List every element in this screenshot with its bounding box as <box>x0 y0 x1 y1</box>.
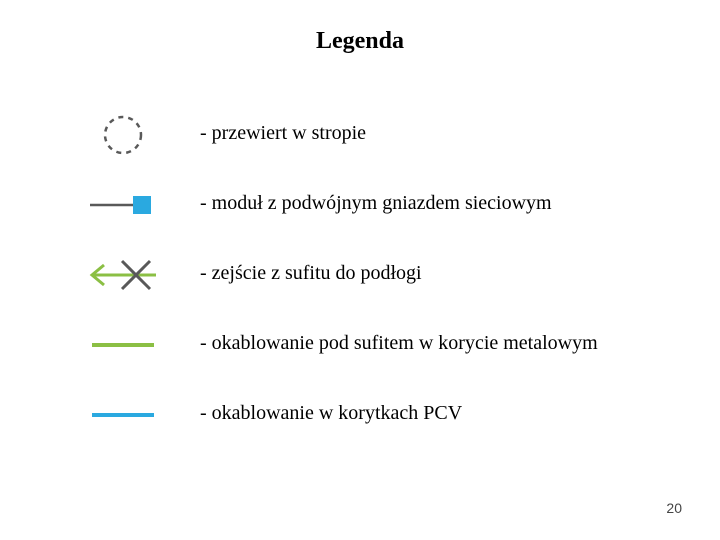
legend-label-2: - moduł z podwójnym gniazdem sieciowym <box>200 192 552 215</box>
legend-row-4: - okablowanie pod sufitem w korycie meta… <box>0 310 720 380</box>
legend-label-4: - okablowanie pod sufitem w korycie meta… <box>200 332 598 355</box>
legend-row-3: - zejście z sufitu do podłogi <box>0 240 720 310</box>
legend-title: Legenda <box>0 28 720 55</box>
legend-row-1: - przewiert w stropie <box>0 100 720 170</box>
ceiling-drop-icon <box>78 240 168 310</box>
legend-label-3: - zejście z sufitu do podłogi <box>200 262 422 285</box>
legend-row-5: - okablowanie w korytkach PCV <box>0 380 720 450</box>
legend-label-5: - okablowanie w korytkach PCV <box>200 402 462 425</box>
pvc-cable-icon <box>78 380 168 450</box>
module-socket-icon <box>78 170 168 240</box>
dashed-circle-icon <box>78 100 168 170</box>
legend-row-2: - moduł z podwójnym gniazdem sieciowym <box>0 170 720 240</box>
page-number: 20 <box>666 500 682 516</box>
ceiling-cable-icon <box>78 310 168 380</box>
legend-label-1: - przewiert w stropie <box>200 122 366 145</box>
